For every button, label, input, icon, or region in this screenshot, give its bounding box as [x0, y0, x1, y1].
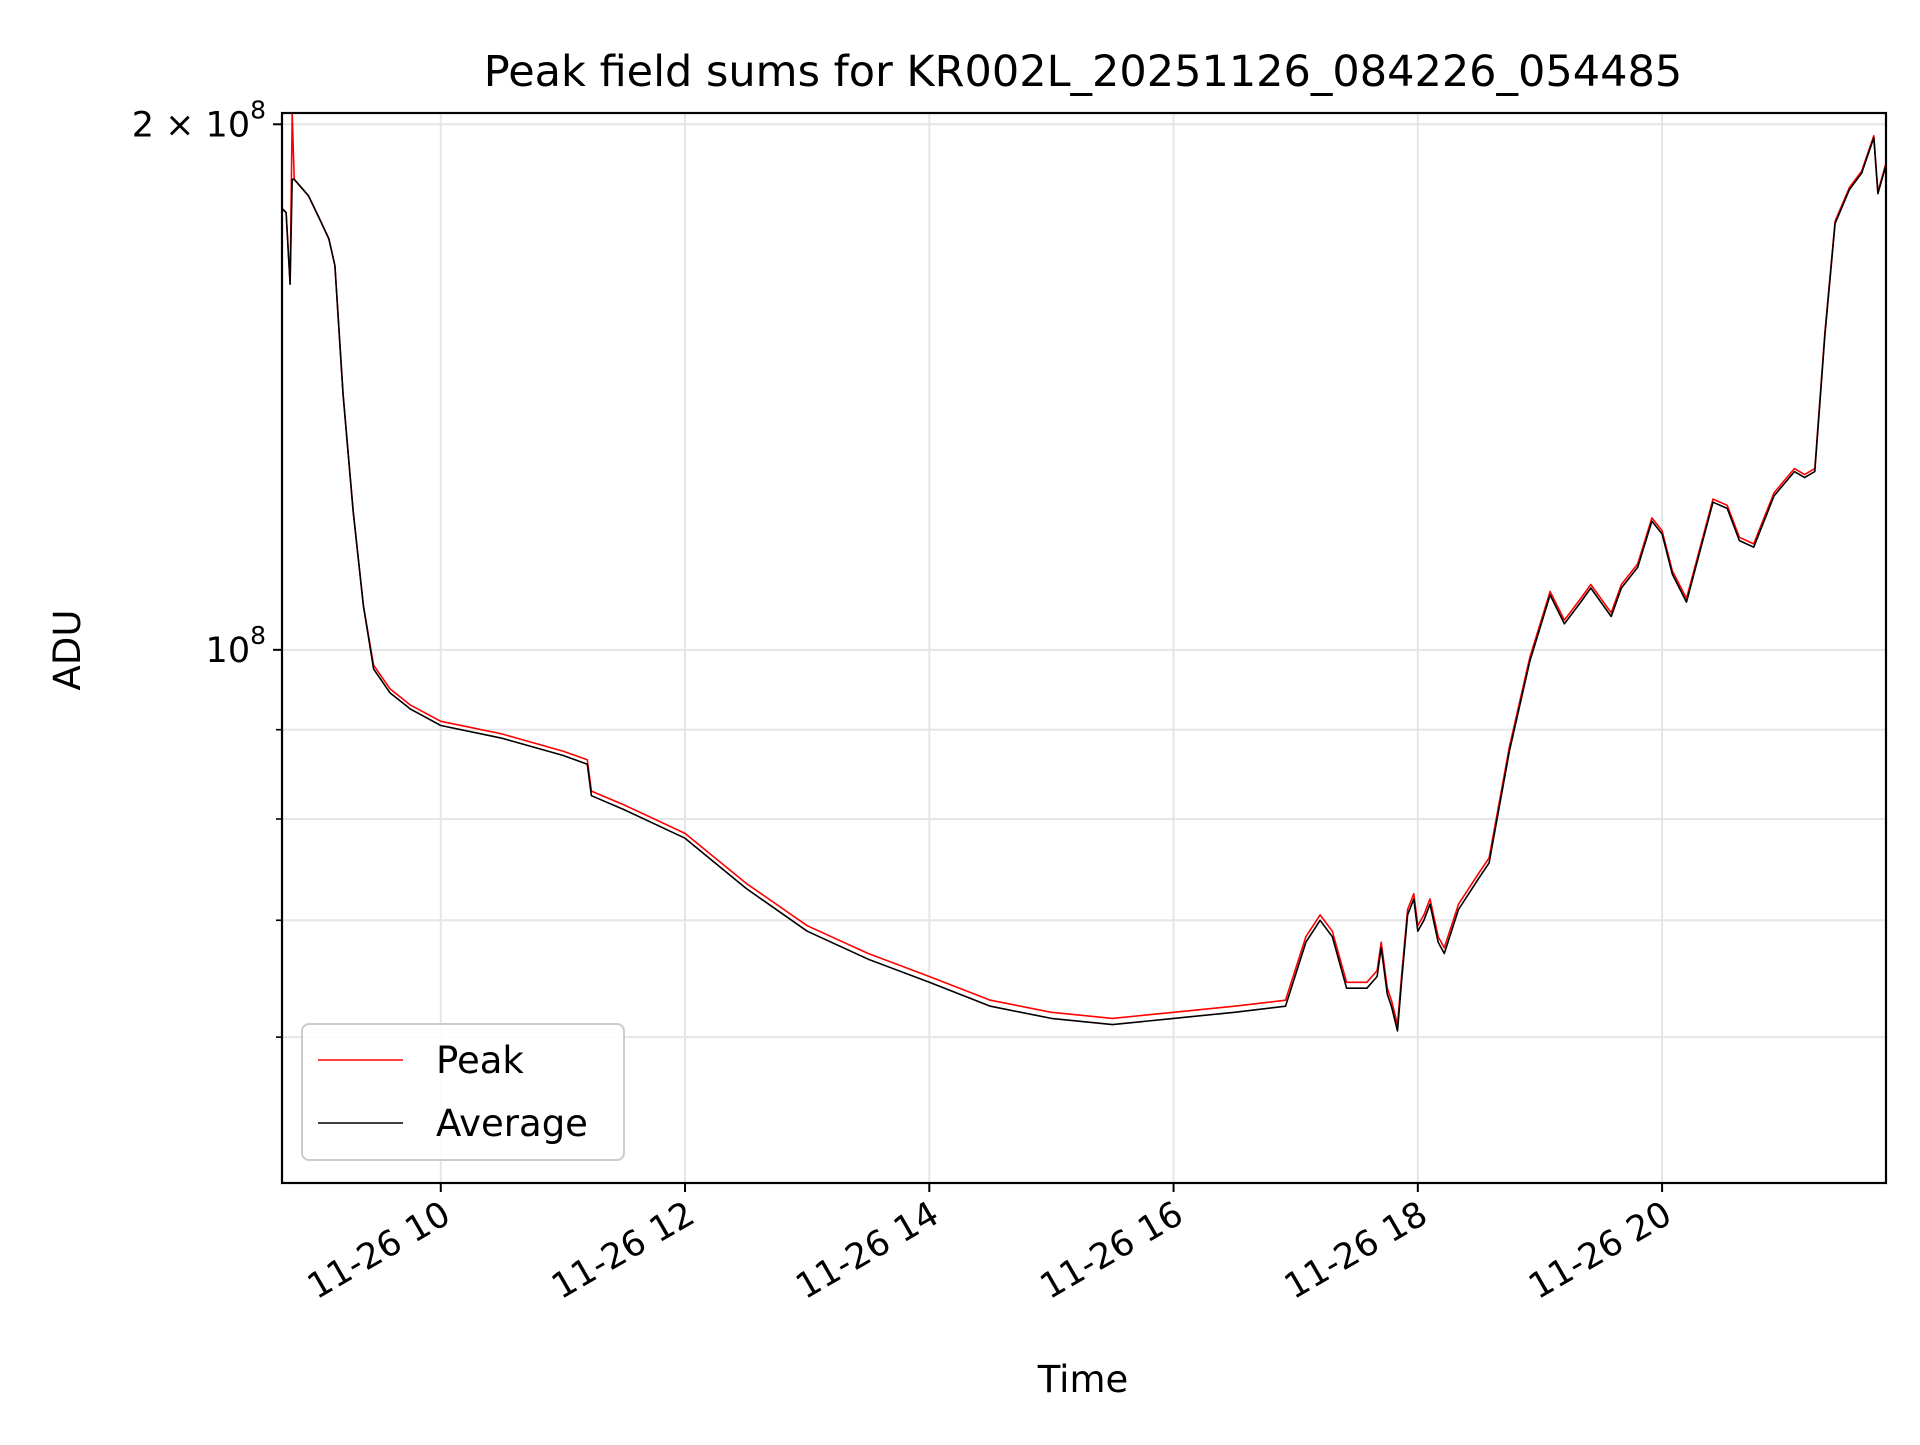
series-line-average: [281, 136, 1887, 1032]
chart-title: Peak field sums for KR002L_20251126_0842…: [484, 47, 1682, 97]
x-axis-label: Time: [1037, 1358, 1129, 1401]
legend-label-peak: Peak: [436, 1039, 524, 1082]
legend-label-average: Average: [436, 1102, 588, 1145]
legend-box: [301, 1023, 625, 1161]
plot-frame: [280, 111, 1888, 1185]
legend: Peak Average: [301, 1023, 625, 1161]
series-lines: [281, 112, 1887, 1032]
y-axis-label: ADU: [46, 610, 89, 691]
